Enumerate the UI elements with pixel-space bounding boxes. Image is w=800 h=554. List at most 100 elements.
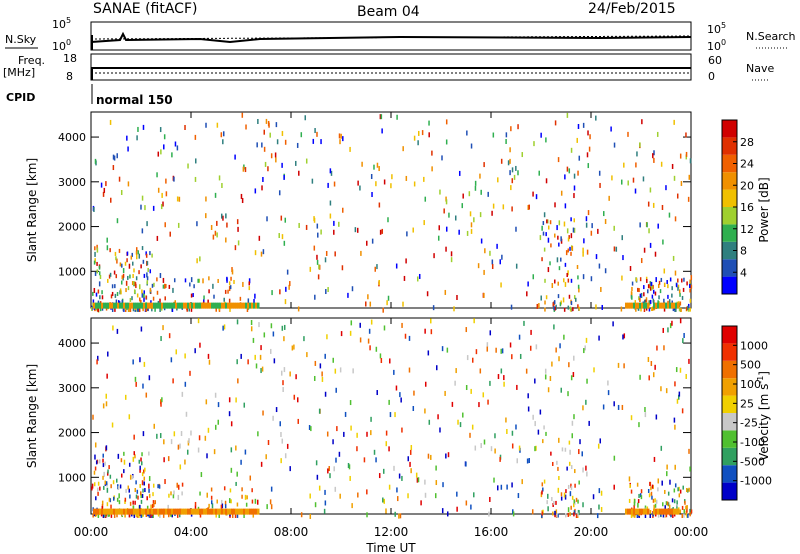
data-point (658, 280, 661, 285)
data-point (253, 298, 255, 303)
data-point (348, 464, 351, 470)
data-point (486, 346, 489, 352)
data-point (125, 280, 128, 286)
data-point (407, 493, 409, 499)
data-point (674, 270, 677, 276)
data-point (281, 234, 284, 240)
data-point (181, 391, 184, 397)
data-point (113, 155, 116, 161)
ground-scatter (639, 508, 642, 515)
data-point (678, 486, 680, 491)
data-point (366, 240, 368, 246)
data-point (629, 484, 631, 489)
data-point (665, 501, 668, 506)
data-point (314, 502, 317, 508)
data-point (679, 318, 682, 324)
data-point (141, 195, 144, 201)
data-point (456, 491, 458, 497)
data-point (647, 201, 650, 207)
data-point (167, 512, 170, 518)
data-point (474, 445, 477, 451)
data-point (329, 213, 332, 219)
data-point (314, 128, 316, 134)
data-point (254, 354, 256, 360)
data-point (557, 513, 559, 518)
data-point (577, 170, 579, 176)
data-point (512, 511, 515, 517)
data-point (679, 153, 682, 159)
ground-scatter (243, 508, 246, 515)
data-point (216, 499, 218, 504)
data-point (138, 307, 141, 312)
colorbar-segment (722, 343, 737, 361)
data-point (97, 491, 99, 496)
ground-scatter (97, 508, 100, 515)
ground-scatter (223, 302, 226, 309)
data-point (408, 367, 411, 373)
data-point (280, 431, 282, 437)
colorbar-segment (722, 378, 737, 396)
data-point (382, 307, 384, 313)
data-point (261, 142, 263, 148)
data-point (570, 485, 573, 490)
data-point (555, 347, 557, 353)
data-point (222, 325, 224, 331)
data-point (286, 269, 289, 275)
data-point (354, 227, 357, 233)
data-point (173, 176, 175, 182)
ground-scatter (203, 302, 206, 309)
ground-scatter (669, 508, 672, 515)
data-point (269, 348, 272, 354)
data-point (186, 307, 188, 312)
data-point (161, 192, 163, 198)
data-point (101, 306, 104, 311)
data-point (97, 300, 100, 305)
data-point (152, 492, 154, 497)
ground-scatter (231, 302, 234, 309)
data-point (450, 251, 453, 257)
ground-scatter (647, 508, 650, 515)
data-point (473, 492, 475, 498)
ground-scatter (181, 302, 184, 309)
data-point (248, 286, 251, 291)
data-point (396, 114, 398, 120)
data-point (570, 483, 572, 488)
data-point (546, 500, 548, 505)
data-point (110, 513, 113, 518)
data-point (157, 187, 160, 193)
ground-scatter (129, 302, 132, 309)
data-point (283, 324, 286, 330)
data-point (318, 408, 321, 414)
data-point (382, 468, 385, 474)
ground-scatter (155, 302, 158, 309)
data-point (406, 231, 408, 237)
data-point (556, 513, 558, 518)
ground-scatter (93, 508, 96, 515)
data-point (547, 493, 549, 499)
data-point (671, 320, 673, 326)
data-point (236, 513, 239, 518)
data-point (664, 505, 666, 510)
ground-scatter (643, 302, 646, 309)
data-point (175, 349, 178, 355)
data-point (199, 513, 202, 518)
data-point (623, 363, 625, 369)
data-point (109, 474, 112, 479)
data-point (409, 461, 411, 467)
data-point (656, 345, 658, 351)
data-point (635, 162, 637, 168)
data-point (506, 428, 508, 434)
ground-scatter (105, 508, 108, 515)
data-point (680, 307, 682, 312)
data-point (532, 274, 535, 280)
data-point (566, 166, 569, 172)
data-point (340, 133, 342, 139)
data-point (442, 482, 444, 488)
data-point (568, 440, 571, 445)
data-point (570, 217, 572, 222)
data-point (441, 346, 444, 352)
data-point (675, 307, 677, 312)
data-point (321, 376, 324, 382)
ground-scatter (665, 508, 668, 515)
data-point (145, 251, 147, 256)
